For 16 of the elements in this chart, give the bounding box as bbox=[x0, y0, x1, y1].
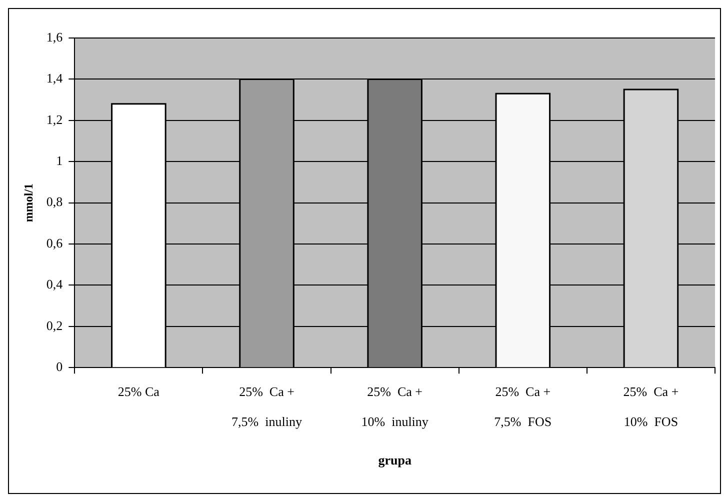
y-axis-title: mmol/1 bbox=[21, 183, 36, 222]
y-tick-label: 0,4 bbox=[46, 276, 64, 292]
x-axis-title: grupa bbox=[378, 452, 412, 468]
x-tick-label: 25% Ca + 10% inuliny bbox=[361, 384, 429, 429]
y-tick-label: 1 bbox=[56, 153, 63, 168]
y-tick-label: 1,2 bbox=[46, 112, 63, 127]
y-tick-label: 0,2 bbox=[46, 318, 63, 333]
y-tick-label: 0,8 bbox=[46, 194, 63, 210]
y-tick-label: 1,6 bbox=[46, 29, 64, 44]
x-tick-label: 25% Ca bbox=[118, 384, 160, 399]
x-tick-label: 25% Ca + 7,5% inuliny bbox=[232, 384, 302, 429]
x-tick-label: 25% Ca + 10% FOS bbox=[623, 384, 679, 429]
y-tick-label: 1,4 bbox=[46, 70, 64, 86]
y-tick-label: 0,6 bbox=[46, 235, 64, 250]
y-tick-label: 0 bbox=[56, 359, 63, 374]
x-tick-label: 25% Ca + 7,5% FOS bbox=[494, 384, 552, 429]
